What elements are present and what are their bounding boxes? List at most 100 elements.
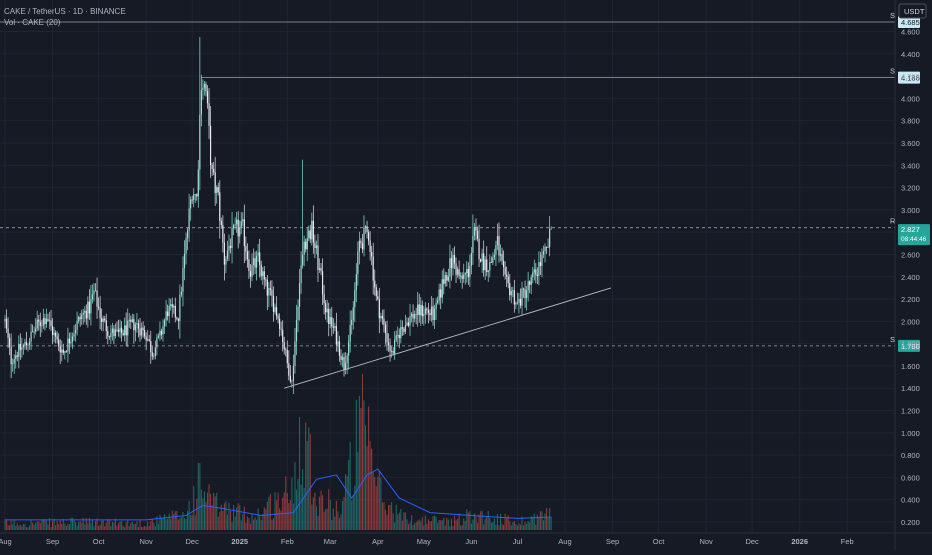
volume-bar (147, 521, 149, 530)
volume-bar (122, 525, 124, 530)
candle-up (297, 306, 299, 320)
volume-bar (162, 517, 164, 530)
volume-bar (239, 505, 241, 530)
volume-indicator-title[interactable]: Vol · CAKE (20) (4, 18, 61, 27)
volume-bar (338, 517, 340, 530)
volume-bar (374, 476, 376, 530)
volume-bar (315, 506, 317, 530)
last-price-badge (898, 224, 930, 246)
candle-down (145, 336, 147, 341)
time-tick-label: Jun (465, 537, 477, 546)
candle-up (344, 363, 347, 370)
volume-bar (544, 513, 546, 530)
volume-bar (424, 515, 426, 530)
volume-bar (7, 524, 9, 530)
volume-bar (102, 519, 104, 530)
volume-bar (113, 522, 115, 530)
volume-bar (9, 525, 11, 530)
volume-bar (168, 513, 170, 530)
volume-bar (156, 516, 158, 530)
volume-bar (110, 526, 112, 530)
volume-bar (446, 517, 448, 530)
volume-bar (305, 422, 307, 530)
candle-down (461, 275, 463, 279)
candle-up (329, 317, 331, 324)
ascending-trendline (284, 287, 612, 389)
volume-bar (75, 522, 77, 530)
candle-down (68, 338, 71, 344)
candle-up (391, 350, 393, 352)
candle-up (179, 294, 181, 322)
candle-up (157, 335, 160, 338)
volume-bar (522, 525, 525, 530)
candle-down (325, 303, 327, 313)
candle-down (88, 301, 90, 314)
volume-bar (383, 502, 385, 530)
volume-bar (128, 526, 130, 530)
candle-up (168, 305, 170, 317)
volume-bar (236, 507, 238, 530)
price-tick-label: 4.200 (901, 72, 920, 81)
volume-bar (22, 524, 24, 530)
volume-bar (475, 516, 477, 530)
volume-bar (114, 518, 117, 530)
volume-bar (151, 519, 153, 530)
volume-bar (44, 520, 46, 530)
trendline[interactable] (284, 287, 612, 389)
volume-bar (165, 519, 167, 530)
volume-bar (403, 512, 405, 530)
price-tick-label: 2.000 (901, 317, 920, 326)
candle-up (131, 319, 133, 322)
volume-bar (94, 521, 97, 530)
volume-bar (180, 517, 182, 530)
candle-down (476, 230, 479, 239)
candle-down (536, 274, 538, 277)
level-price-badge (898, 16, 920, 29)
candle-down (38, 319, 40, 322)
volume-bar (363, 400, 365, 530)
time-tick-label: Feb (841, 537, 854, 546)
candle-down (160, 330, 163, 335)
horizontal-levels[interactable]: S 4.685 S 4.186 R S 1.780 (0, 11, 920, 352)
time-axis[interactable]: Aug Sep Oct Nov Dec 2025 Feb Mar Apr May Jun Jul Aug… (0, 532, 932, 546)
candle-up (199, 114, 201, 170)
candle-down (96, 290, 98, 307)
volume-bar (466, 509, 468, 530)
volume-bar (79, 520, 81, 530)
candle-up (456, 269, 459, 275)
volume-bar (55, 525, 57, 530)
price-tick-label: 2.200 (901, 295, 920, 304)
candle-up (521, 288, 523, 306)
volume-bar (512, 522, 514, 530)
volume-bar (311, 504, 313, 530)
volume-bar (237, 503, 239, 530)
candle-up (45, 318, 48, 324)
candle-down (269, 288, 272, 290)
volume-bar (297, 478, 299, 530)
volume-bar (346, 475, 348, 530)
volume-bar (64, 523, 66, 530)
volume-bar (71, 517, 74, 530)
candle-down (254, 258, 256, 268)
candle-down (144, 330, 146, 337)
volume-bar (15, 525, 17, 530)
volume-bar (449, 526, 451, 530)
volume-bar (179, 517, 181, 530)
price-axis[interactable]: 4.600 4.400 4.200 4.000 3.800 3.600 3.400 3.200… (894, 0, 930, 550)
volume-bar (426, 523, 428, 530)
price-tick-label: 0.600 (901, 473, 920, 482)
candle-up (433, 308, 436, 321)
volume-bar (167, 518, 169, 530)
price-tick-label: 3.000 (901, 206, 920, 215)
volume-bar (65, 525, 67, 530)
candle-down (467, 268, 469, 278)
candle-down (137, 323, 140, 329)
volume-bar (472, 519, 474, 530)
candle-down (56, 336, 58, 340)
symbol-title[interactable]: CAKE / TetherUS · 1D · BINANCE (4, 7, 126, 16)
volume-bar (76, 525, 78, 530)
candle-up (352, 307, 354, 320)
candle-down (217, 187, 219, 193)
